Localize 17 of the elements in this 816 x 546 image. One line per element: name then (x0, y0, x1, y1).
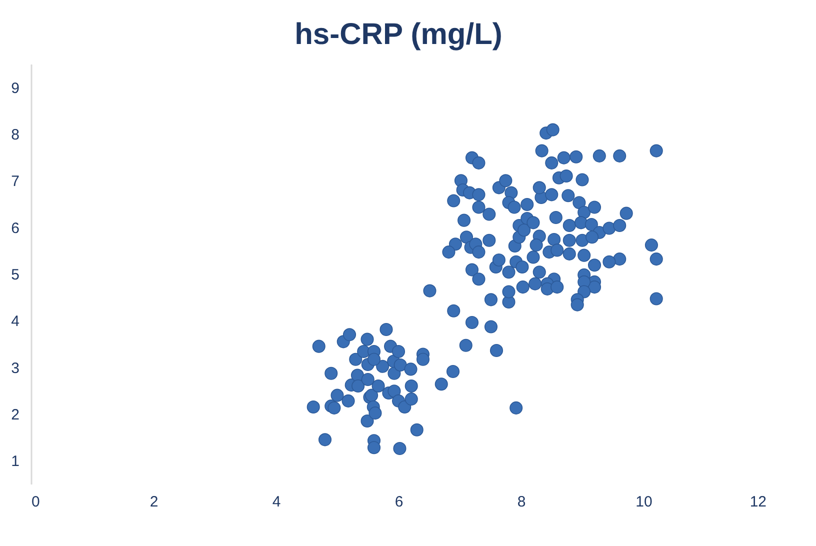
y-tick-label: 7 (11, 173, 20, 190)
y-tick-label: 3 (11, 360, 20, 377)
x-tick-label: 6 (394, 494, 404, 510)
y-tick-label: 1 (11, 453, 20, 470)
y-tick-label: 2 (11, 406, 20, 424)
x-tick-label: 2 (150, 494, 158, 510)
x-tick-label: 12 (750, 494, 766, 510)
chart-title: hs-CRP (mg/L) (294, 18, 502, 51)
y-tick-label: 9 (11, 80, 20, 97)
y-tick-label: 4 (11, 313, 20, 330)
x-tick-label: 10 (636, 494, 652, 510)
x-tick-label: 4 (272, 494, 281, 510)
y-tick-label: 8 (11, 126, 20, 144)
x-tick-label: 8 (517, 494, 526, 510)
y-tick-label: 6 (11, 220, 20, 237)
x-tick-label: 0 (32, 494, 40, 510)
y-tick-label: 5 (11, 266, 20, 284)
